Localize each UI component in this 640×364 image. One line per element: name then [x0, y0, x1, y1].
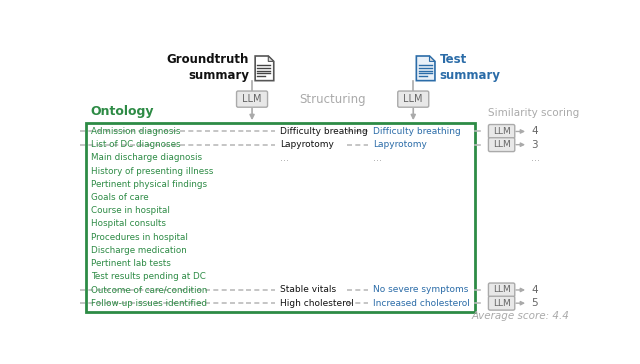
Text: Main discharge diagnosis: Main discharge diagnosis	[91, 153, 202, 162]
Text: LLM: LLM	[403, 94, 423, 104]
Text: No severe symptoms: No severe symptoms	[373, 285, 468, 294]
Text: Average score: 4.4: Average score: 4.4	[472, 311, 570, 321]
FancyBboxPatch shape	[488, 283, 515, 297]
Text: Ontology: Ontology	[91, 104, 154, 118]
Text: LLM: LLM	[493, 285, 511, 294]
Text: Admission diagnosis: Admission diagnosis	[91, 127, 180, 136]
Text: Test
summary: Test summary	[440, 53, 500, 82]
Text: List of DC diagnoses: List of DC diagnoses	[91, 140, 180, 149]
Text: Similarity scoring: Similarity scoring	[488, 108, 579, 118]
Text: Groundtruth
summary: Groundtruth summary	[166, 53, 249, 82]
Text: ...: ...	[280, 153, 289, 163]
Text: LLM: LLM	[493, 127, 511, 136]
Text: Increased cholesterol: Increased cholesterol	[373, 299, 470, 308]
Text: Structuring: Structuring	[300, 92, 366, 106]
FancyBboxPatch shape	[237, 91, 268, 107]
Text: Course in hospital: Course in hospital	[91, 206, 170, 215]
Text: Difficulty breathing: Difficulty breathing	[280, 127, 368, 136]
FancyBboxPatch shape	[488, 138, 515, 151]
Text: Follow-up issues identified: Follow-up issues identified	[91, 299, 207, 308]
Text: Pertinent physical findings: Pertinent physical findings	[91, 180, 207, 189]
Text: Procedures in hospital: Procedures in hospital	[91, 233, 188, 242]
Text: Outcome of care/condition: Outcome of care/condition	[91, 285, 207, 294]
Text: Discharge medication: Discharge medication	[91, 246, 187, 255]
Polygon shape	[268, 56, 274, 62]
Polygon shape	[255, 56, 274, 81]
Text: 3: 3	[531, 140, 538, 150]
Text: Test results pending at DC: Test results pending at DC	[91, 272, 205, 281]
Text: LLM: LLM	[493, 299, 511, 308]
Text: Lapyrotomy: Lapyrotomy	[280, 140, 334, 149]
Text: Stable vitals: Stable vitals	[280, 285, 336, 294]
Text: 4: 4	[531, 285, 538, 295]
Text: ...: ...	[373, 153, 382, 163]
FancyBboxPatch shape	[488, 124, 515, 138]
Text: LLM: LLM	[243, 94, 262, 104]
Text: History of presenting illness: History of presenting illness	[91, 167, 213, 175]
FancyBboxPatch shape	[397, 91, 429, 107]
Polygon shape	[429, 56, 435, 62]
Text: 4: 4	[531, 126, 538, 136]
Text: Lapyrotomy: Lapyrotomy	[373, 140, 427, 149]
Text: ...: ...	[531, 153, 540, 163]
Text: Difficulty breathing: Difficulty breathing	[373, 127, 461, 136]
Text: High cholesterol: High cholesterol	[280, 299, 354, 308]
Text: LLM: LLM	[493, 140, 511, 149]
Text: Goals of care: Goals of care	[91, 193, 148, 202]
FancyBboxPatch shape	[488, 296, 515, 310]
Text: Hospital consults: Hospital consults	[91, 219, 166, 229]
Polygon shape	[417, 56, 435, 81]
Text: 5: 5	[531, 298, 538, 308]
FancyBboxPatch shape	[86, 123, 476, 312]
Text: Pertinent lab tests: Pertinent lab tests	[91, 259, 171, 268]
